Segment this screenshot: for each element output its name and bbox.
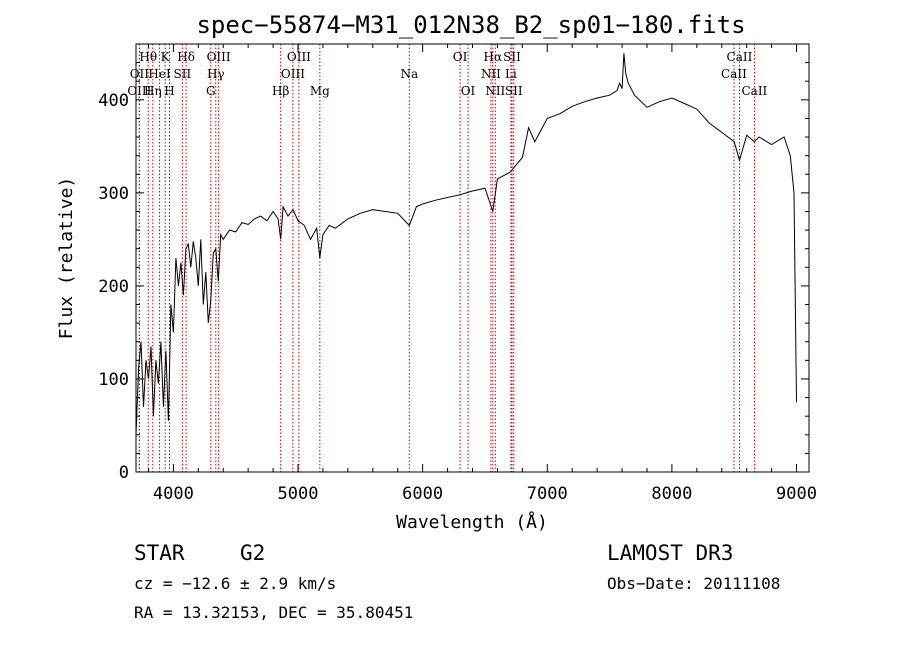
y-tick-label: 300 bbox=[98, 184, 129, 204]
spectral-line-label: OII bbox=[130, 67, 150, 81]
x-axis-label: Wavelength (Å) bbox=[396, 511, 548, 533]
spectral-line-label: Li bbox=[505, 67, 517, 81]
y-tick-label: 200 bbox=[98, 277, 129, 297]
axis-ticks: 4000 5000 6000 7000 8000 9000 0 100 200 300 400 bbox=[98, 44, 817, 504]
spectral-line-label: Mg bbox=[310, 84, 330, 98]
spectral-line-label: Hδ bbox=[177, 50, 195, 64]
spectral-line-label: K bbox=[161, 50, 171, 64]
plot-area: 4000 5000 6000 7000 8000 9000 0 100 200 300 400 Hθ… bbox=[98, 43, 817, 504]
x-tick-label: 6000 bbox=[402, 484, 443, 504]
object-subclass: G2 bbox=[240, 541, 265, 565]
spectral-line-label: OI bbox=[453, 50, 468, 64]
spectral-line-label: SII bbox=[505, 84, 523, 98]
spectral-line-labels: HθOIIOIIIHηHeIKHSIIHδGOIIIHγHβOIIIOIIIMg… bbox=[127, 50, 767, 98]
y-tick-label: 400 bbox=[98, 91, 129, 111]
spectral-line-label: NII bbox=[485, 84, 505, 98]
spectral-line-label: SII bbox=[503, 50, 521, 64]
plot-frame bbox=[135, 43, 810, 473]
object-class: STAR bbox=[134, 541, 185, 565]
spectral-line-label: G bbox=[206, 84, 216, 98]
spectral-line-label: CaII bbox=[727, 50, 753, 64]
x-tick-label: 8000 bbox=[651, 484, 692, 504]
observation-date: Obs−Date: 20111108 bbox=[607, 574, 780, 593]
spectral-line-label: Na bbox=[400, 67, 418, 81]
x-tick-label: 4000 bbox=[153, 484, 194, 504]
spectral-line-label: H bbox=[164, 84, 174, 98]
x-tick-label: 7000 bbox=[527, 484, 568, 504]
spectrum-series-line bbox=[135, 53, 797, 435]
y-tick-label: 100 bbox=[98, 370, 129, 390]
spectral-line-label: Hη bbox=[144, 84, 162, 98]
y-tick-label: 0 bbox=[119, 463, 129, 483]
sky-coordinates: RA = 13.32153, DEC = 35.80451 bbox=[134, 603, 413, 622]
spectral-line-label: CaII bbox=[741, 84, 767, 98]
redshift-velocity: cz = −12.6 ± 2.9 km/s bbox=[134, 574, 336, 593]
spectral-line-label: Hγ bbox=[207, 67, 225, 81]
x-tick-label: 5000 bbox=[278, 484, 319, 504]
spectral-line-label: OIII bbox=[281, 67, 305, 81]
spectral-line-label: SII bbox=[174, 67, 192, 81]
spectral-line-label: Hα bbox=[484, 50, 503, 64]
spectral-line-label: OIII bbox=[207, 50, 231, 64]
survey-name: LAMOST DR3 bbox=[607, 541, 733, 565]
chart-title: spec−55874−M31_012N38_B2_sp01−180.fits bbox=[196, 11, 745, 39]
spectral-line-label: NII bbox=[481, 67, 501, 81]
spectral-line-label: CaII bbox=[721, 67, 747, 81]
y-axis-label: Flux (relative) bbox=[56, 177, 77, 340]
spectral-line-label: OIII bbox=[287, 50, 311, 64]
spectral-line-label: Hθ bbox=[139, 50, 157, 64]
x-tick-label: 9000 bbox=[776, 484, 817, 504]
spectral-line-markers bbox=[138, 44, 755, 472]
spectral-line-label: OI bbox=[461, 84, 476, 98]
spectral-line-label: OIII bbox=[127, 84, 151, 98]
spectral-line-label: Hβ bbox=[272, 84, 289, 98]
spectral-line-label: HeI bbox=[148, 67, 171, 81]
